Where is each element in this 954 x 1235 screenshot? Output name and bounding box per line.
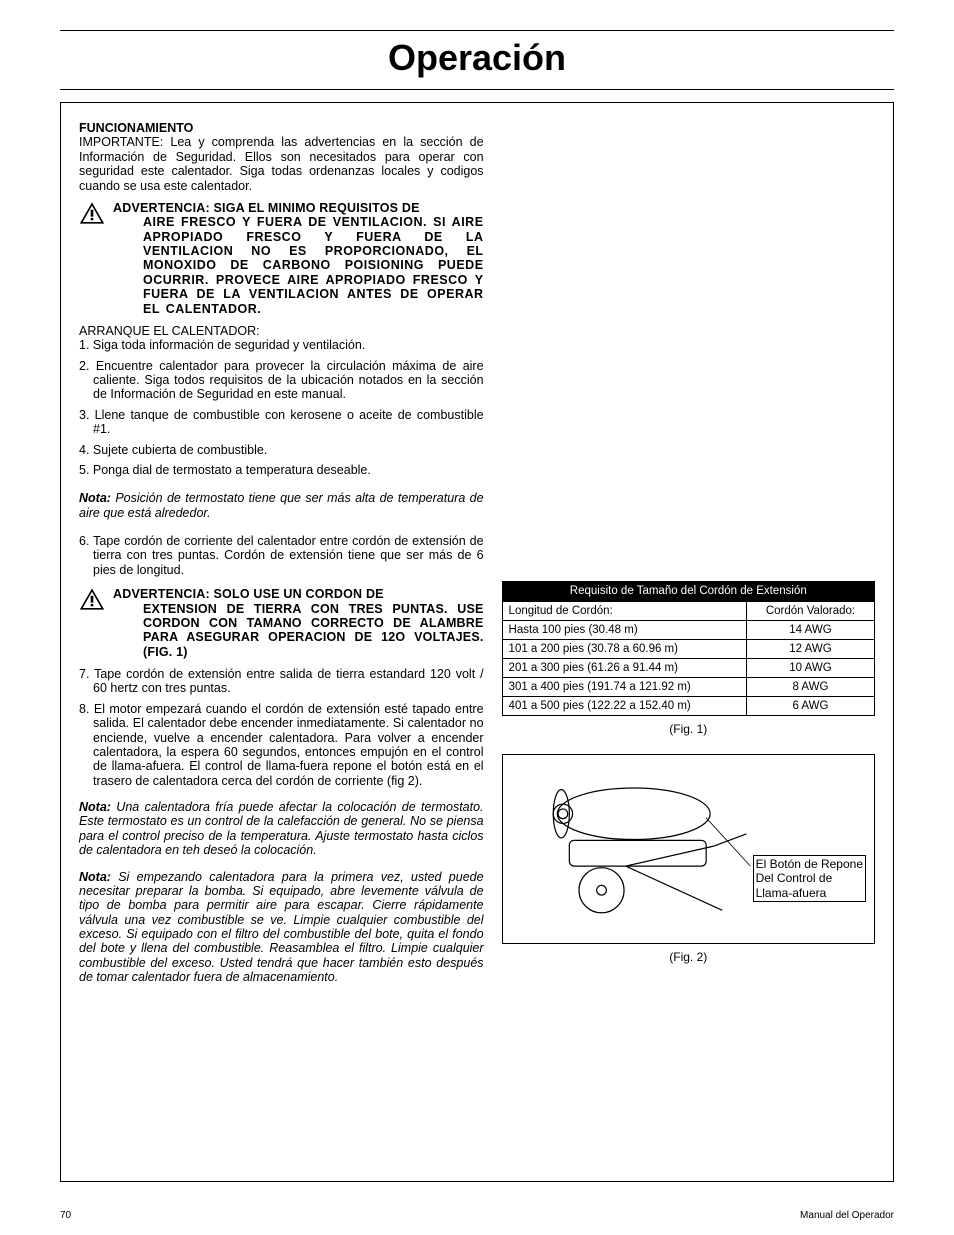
step-6: 6. Tape cordón de corriente del calentad… — [79, 534, 484, 577]
start-heading: ARRANQUE EL CALENTADOR: — [79, 324, 484, 338]
cord-col1-head: Longitud de Cordón: — [502, 602, 746, 621]
rule-under-title — [60, 89, 894, 90]
cord-table-title: Requisito de Tamaño del Cordón de Extens… — [502, 581, 874, 602]
content-frame: FUNCIONAMIENTO IMPORTANTE: Lea y compren… — [60, 102, 894, 1182]
section-heading: FUNCIONAMIENTO — [79, 121, 484, 135]
page-number: 70 — [60, 1210, 71, 1221]
cord-size-table: Requisito de Tamaño del Cordón de Extens… — [502, 581, 875, 716]
warning-block-2: ADVERTENCIA: SOLO USE UN CORDON DE EXTEN… — [79, 587, 484, 659]
page-title: Operación — [60, 33, 894, 89]
note1-label: Nota: — [79, 491, 111, 505]
step-8: 8. El motor empezará cuando el cordón de… — [79, 702, 484, 788]
table-cell: 14 AWG — [746, 621, 874, 640]
warning-icon — [79, 201, 107, 228]
note3-label: Nota: — [79, 870, 111, 884]
warning-text-2: ADVERTENCIA: SOLO USE UN CORDON DE EXTEN… — [113, 587, 484, 659]
note2-label: Nota: — [79, 800, 111, 814]
heater-illustration — [513, 765, 754, 935]
fig2-caption: (Fig. 2) — [502, 950, 875, 964]
intro-paragraph: IMPORTANTE: Lea y comprenda las adverten… — [79, 135, 484, 193]
note-1: Nota: Posición de termostato tiene que s… — [79, 491, 484, 520]
fig2-label-l1: El Botón de Repone — [756, 857, 863, 871]
table-cell: 101 a 200 pies (30.78 a 60.96 m) — [502, 640, 746, 659]
warning2-body: EXTENSION DE TIERRA CON TRES PUNTAS. USE… — [143, 602, 484, 659]
note3-body: Si empezando calentadora para la primera… — [79, 870, 484, 985]
note1-body: Posición de termostato tiene que ser más… — [79, 491, 484, 519]
step-1: 1. Siga toda información de seguridad y … — [79, 338, 484, 352]
right-column: Requisito de Tamaño del Cordón de Extens… — [502, 121, 875, 1163]
warning-text-1: ADVERTENCIA: SIGA EL MINIMO REQUISITOS D… — [113, 201, 484, 316]
table-cell: 8 AWG — [746, 678, 874, 697]
left-column: FUNCIONAMIENTO IMPORTANTE: Lea y compren… — [79, 121, 484, 1163]
table-cell: 10 AWG — [746, 659, 874, 678]
fig2-callout: El Botón de Repone Del Control de Llama-… — [753, 855, 866, 902]
fig1-caption: (Fig. 1) — [502, 722, 875, 736]
warning-icon — [79, 587, 107, 614]
fig2-frame: El Botón de Repone Del Control de Llama-… — [502, 754, 875, 944]
note2-body: Una calentadora fría puede afectar la co… — [79, 800, 484, 857]
footer-right: Manual del Operador — [800, 1210, 894, 1221]
note-2: Nota: Una calentadora fría puede afectar… — [79, 800, 484, 858]
fig2-label-l3: Llama-afuera — [756, 886, 827, 900]
step-2: 2. Encuentre calentador para provecer la… — [79, 359, 484, 402]
note-3: Nota: Si empezando calentadora para la p… — [79, 870, 484, 985]
step-5: 5. Ponga dial de termostato a temperatur… — [79, 463, 484, 477]
table-cell: 301 a 400 pies (191.74 a 121.92 m) — [502, 678, 746, 697]
cord-col2-head: Cordón Valorado: — [746, 602, 874, 621]
table-cell: 201 a 300 pies (61.26 a 91.44 m) — [502, 659, 746, 678]
table-cell: Hasta 100 pies (30.48 m) — [502, 621, 746, 640]
table-cell: 401 a 500 pies (122.22 a 152.40 m) — [502, 697, 746, 716]
rule-top — [60, 30, 894, 31]
warning-block-1: ADVERTENCIA: SIGA EL MINIMO REQUISITOS D… — [79, 201, 484, 316]
warning1-lead: ADVERTENCIA: SIGA EL MINIMO REQUISITOS D… — [113, 201, 420, 215]
table-cell: 6 AWG — [746, 697, 874, 716]
warning2-lead: ADVERTENCIA: SOLO USE UN CORDON DE — [113, 587, 384, 601]
fig2-label-l2: Del Control de — [756, 871, 833, 885]
step-list: 1. Siga toda información de seguridad y … — [79, 338, 484, 477]
step-3: 3. Llene tanque de combustible con keros… — [79, 408, 484, 437]
step-7: 7. Tape cordón de extensión entre salida… — [79, 667, 484, 696]
warning1-body: AIRE FRESCO Y FUERA DE VENTILACION. SI A… — [143, 215, 484, 315]
step-4: 4. Sujete cubierta de combustible. — [79, 443, 484, 457]
table-cell: 12 AWG — [746, 640, 874, 659]
